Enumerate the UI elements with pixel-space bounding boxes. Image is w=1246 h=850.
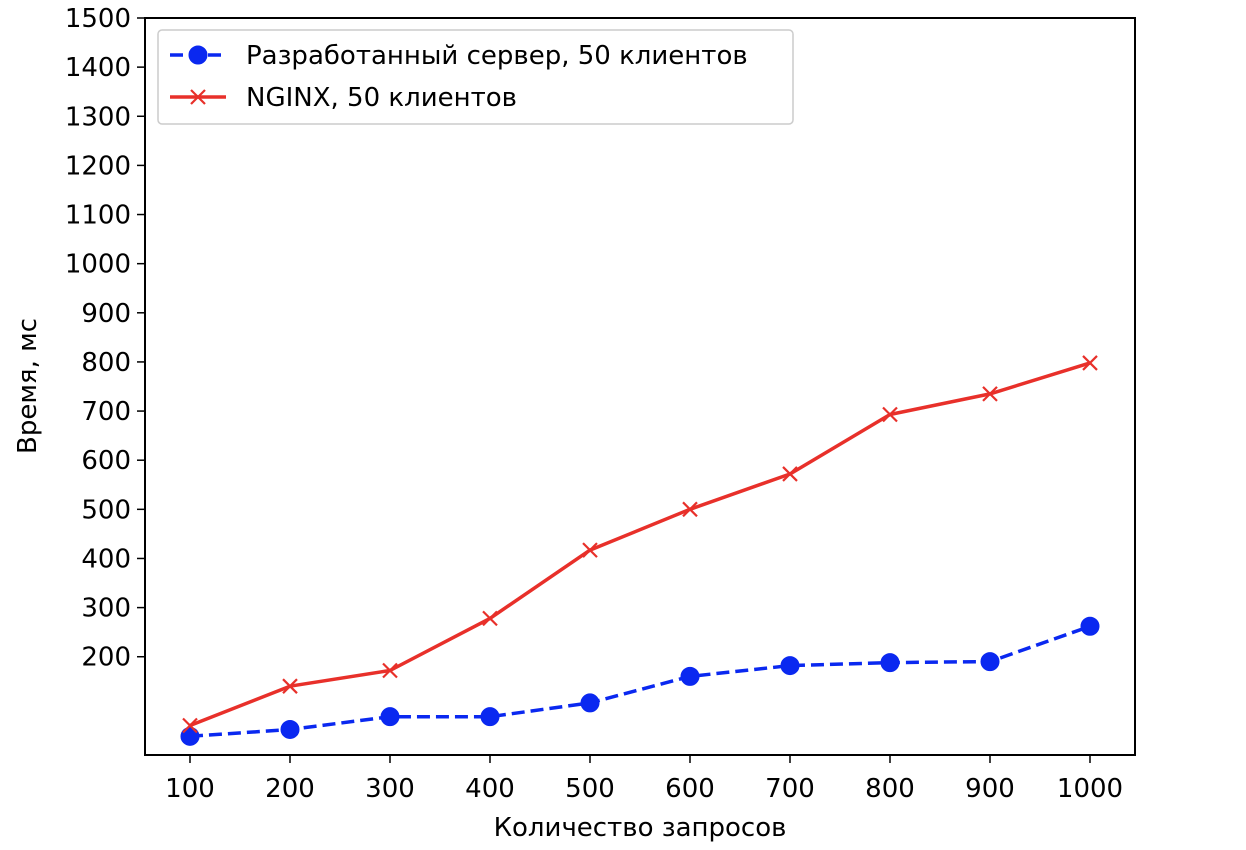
data-point [182,717,198,734]
y-tick-label: 400 [81,544,131,574]
series-layer [180,355,1100,746]
data-point [880,653,900,673]
data-point [282,678,298,694]
y-tick-label: 900 [81,299,131,329]
data-point [382,662,398,679]
y-tick-label: 1400 [65,53,131,83]
data-point [180,726,200,746]
y-tick-label: 1000 [65,250,131,280]
data-point [1082,355,1098,371]
x-tick-label: 300 [365,774,415,804]
y-tick-label: 1100 [65,201,131,231]
y-axis-ticks: 200 300 400 500 600 700 800 900 1000 1100 1200 1300… [65,4,145,673]
x-tick-label: 200 [265,774,315,804]
y-tick-label: 1300 [65,102,131,132]
data-point [482,610,498,627]
y-tick-label: 200 [81,643,131,673]
data-point [1080,616,1100,636]
legend-marker [188,45,208,65]
x-axis-ticks: 100 200 300 400 500 600 700 800 900 1000 [165,755,1123,804]
legend-entry: NGINX, 50 клиентов [170,83,517,113]
legend-label: NGINX, 50 клиентов [246,83,517,113]
data-point [782,466,798,482]
y-tick-label: 1200 [65,151,131,181]
data-point [480,707,500,727]
x-tick-label: 500 [565,774,615,804]
x-tick-label: 100 [165,774,215,804]
y-tick-label: 800 [81,348,131,378]
x-axis-label: Количество запросов [494,813,787,843]
plot-frame [144,17,1136,756]
data-point [582,542,598,558]
legend-entry: Разработанный сервер, 50 клиентов [170,41,748,71]
y-tick-label: 600 [81,446,131,476]
data-point [882,406,898,423]
data-point [380,707,400,727]
data-point [680,666,700,686]
data-point [982,386,998,402]
legend-label: Разработанный сервер, 50 клиентов [246,41,748,71]
x-tick-label: 800 [865,774,915,804]
x-tick-label: 900 [965,774,1015,804]
y-tick-label: 300 [81,594,131,624]
x-tick-label: 600 [665,774,715,804]
data-point [780,656,800,676]
y-tick-label: 500 [81,495,131,525]
data-point [580,693,600,713]
data-point [280,719,300,739]
x-tick-label: 1000 [1057,774,1123,804]
data-point [980,652,1000,672]
series-2 [182,355,1098,734]
y-axis-label: Время, мс [13,318,43,454]
series-1 [180,616,1100,746]
legend-marker [190,89,206,105]
legend: Разработанный сервер, 50 клиентов NGINX, … [157,29,794,125]
y-tick-label: 1500 [65,4,131,34]
x-tick-label: 400 [465,774,515,804]
data-point [682,501,698,518]
x-tick-label: 700 [765,774,815,804]
legend-box [157,29,794,125]
y-tick-label: 700 [81,397,131,427]
legend-entries: Разработанный сервер, 50 клиентов NGINX, … [170,41,748,113]
series-line [189,361,1091,728]
